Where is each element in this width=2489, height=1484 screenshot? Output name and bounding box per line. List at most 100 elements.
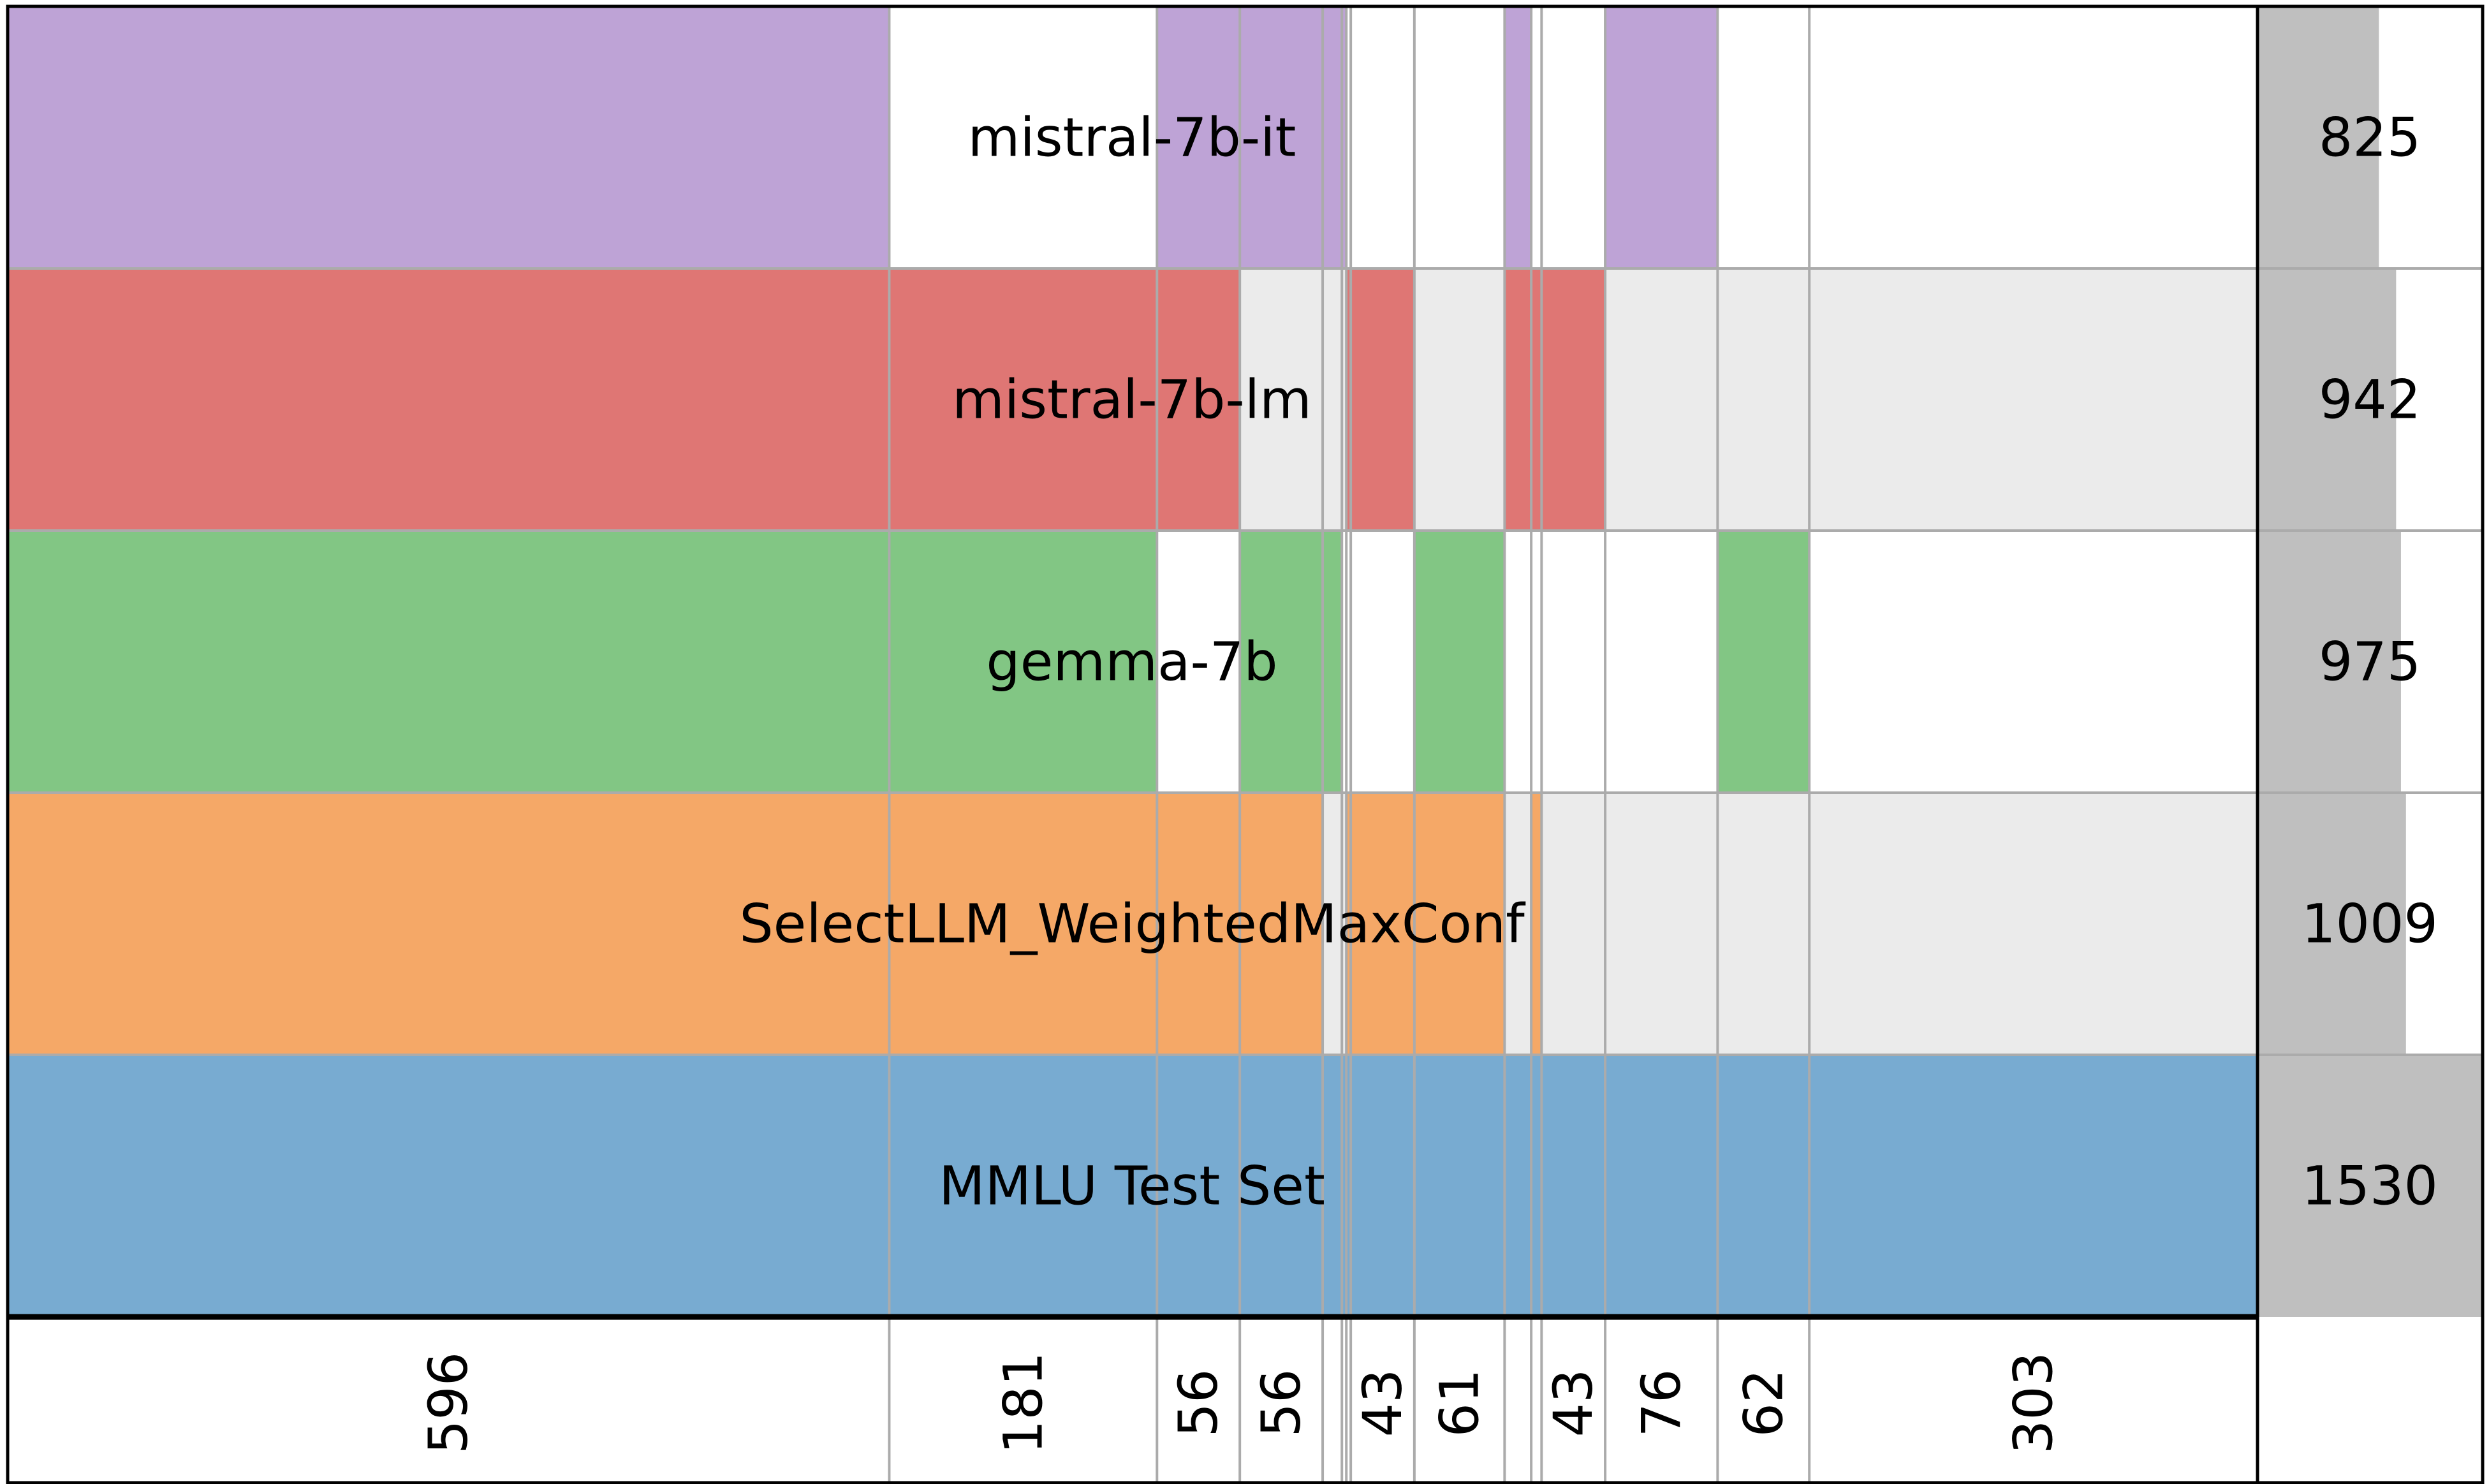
membership-cell <box>1342 1055 1347 1317</box>
membership-cell <box>1541 531 1606 793</box>
column-count-label: 61 <box>1428 1369 1491 1437</box>
membership-cell <box>1809 6 2258 268</box>
membership-cell <box>1809 531 2258 793</box>
row-label: MMLU Test Set <box>939 1155 1325 1217</box>
row-total-label: 975 <box>2319 631 2421 693</box>
membership-cell <box>1531 268 1542 531</box>
membership-cell <box>1541 793 1606 1055</box>
membership-cell <box>1717 793 1810 1055</box>
membership-cell <box>1504 531 1532 793</box>
membership-cell <box>1605 6 1718 268</box>
membership-cell <box>1346 1055 1351 1317</box>
row-label: gemma-7b <box>986 631 1277 693</box>
membership-cell <box>889 793 1157 1055</box>
grid-lines <box>8 6 2483 1483</box>
column-count-label: 596 <box>417 1352 480 1454</box>
membership-cell <box>1346 6 1351 268</box>
membership-cell <box>1541 1055 1606 1317</box>
membership-cell <box>1809 268 2258 531</box>
membership-cell <box>1346 268 1351 531</box>
membership-cell <box>1346 793 1351 1055</box>
column-count-label: 303 <box>2002 1352 2065 1454</box>
membership-cell <box>8 6 890 268</box>
column-count-label: 56 <box>1250 1369 1312 1437</box>
membership-cell <box>1240 1055 1323 1317</box>
row-total-label: 1009 <box>2302 893 2438 955</box>
membership-cell <box>1504 793 1532 1055</box>
total-bar <box>2258 793 2406 1055</box>
membership-cell <box>889 268 1157 531</box>
total-bar <box>2258 1055 2483 1317</box>
column-count-label: 56 <box>1167 1369 1230 1437</box>
membership-cell <box>1414 793 1505 1055</box>
membership-cell <box>1351 6 1414 268</box>
membership-cell <box>1157 268 1240 531</box>
membership-cell <box>1531 6 1542 268</box>
membership-cell <box>1605 793 1718 1055</box>
membership-cell <box>1157 6 1240 268</box>
membership-cell <box>1351 793 1414 1055</box>
membership-cell <box>8 793 890 1055</box>
total-bar <box>2258 268 2397 531</box>
membership-cell <box>1605 268 1718 531</box>
membership-cell <box>1717 1055 1810 1317</box>
membership-cell <box>1717 531 1810 793</box>
frame <box>6 4 2485 1484</box>
membership-cell <box>1323 1055 1342 1317</box>
total-bars <box>2258 6 2483 1317</box>
membership-cell <box>1531 531 1542 793</box>
total-bar <box>2258 531 2401 793</box>
membership-cell <box>1414 1055 1505 1317</box>
total-labels: 825 942 975 1009 1530 <box>2302 107 2438 1217</box>
membership-cell <box>1414 268 1505 531</box>
membership-cells <box>8 6 2258 1317</box>
membership-cell <box>1342 6 1347 268</box>
membership-cell <box>1240 6 1323 268</box>
row-labels: mistral-7b-it mistral-7b-lm gemma-7b Select… <box>739 107 1526 1217</box>
membership-cell <box>889 1055 1157 1317</box>
column-count-label: 43 <box>1351 1369 1414 1437</box>
membership-cell <box>1351 531 1414 793</box>
membership-cell <box>1157 531 1240 793</box>
membership-cell <box>1323 531 1342 793</box>
membership-cell <box>1240 531 1323 793</box>
column-count-label: 181 <box>992 1352 1054 1454</box>
membership-cell <box>1531 1055 1542 1317</box>
membership-cell <box>1717 6 1810 268</box>
row-label: mistral-7b-lm <box>952 369 1312 431</box>
row-total-label: 825 <box>2319 107 2421 169</box>
membership-cell <box>1240 268 1323 531</box>
membership-cell <box>1240 793 1323 1055</box>
membership-cell <box>889 6 1157 268</box>
membership-cell <box>1605 1055 1718 1317</box>
membership-cell <box>1342 793 1347 1055</box>
membership-cell <box>1504 268 1532 531</box>
membership-cell <box>1157 1055 1240 1317</box>
membership-cell <box>1351 1055 1414 1317</box>
membership-cell <box>1323 6 1342 268</box>
membership-cell <box>1809 793 2258 1055</box>
membership-cell <box>8 531 890 793</box>
membership-cell <box>1414 531 1505 793</box>
membership-cell <box>1605 531 1718 793</box>
column-count-label: 43 <box>1542 1369 1604 1437</box>
membership-cell <box>1717 268 1810 531</box>
membership-cell <box>1351 268 1414 531</box>
row-total-label: 1530 <box>2302 1155 2438 1217</box>
membership-cell <box>1323 793 1342 1055</box>
membership-cell <box>1323 268 1342 531</box>
membership-cell <box>1342 268 1347 531</box>
membership-cell <box>1531 793 1542 1055</box>
row-total-label: 942 <box>2319 369 2421 431</box>
membership-cell <box>1541 268 1606 531</box>
membership-cell <box>8 268 890 531</box>
column-count-labels: 596 181 56 56 43 61 43 76 62 303 <box>417 1352 2064 1454</box>
membership-cell <box>1504 6 1532 268</box>
membership-cell <box>1157 793 1240 1055</box>
membership-cell <box>1414 6 1505 268</box>
membership-cell <box>1342 531 1347 793</box>
outer-frame <box>6 4 2485 1484</box>
membership-cell <box>889 531 1157 793</box>
membership-cell <box>8 1055 890 1317</box>
